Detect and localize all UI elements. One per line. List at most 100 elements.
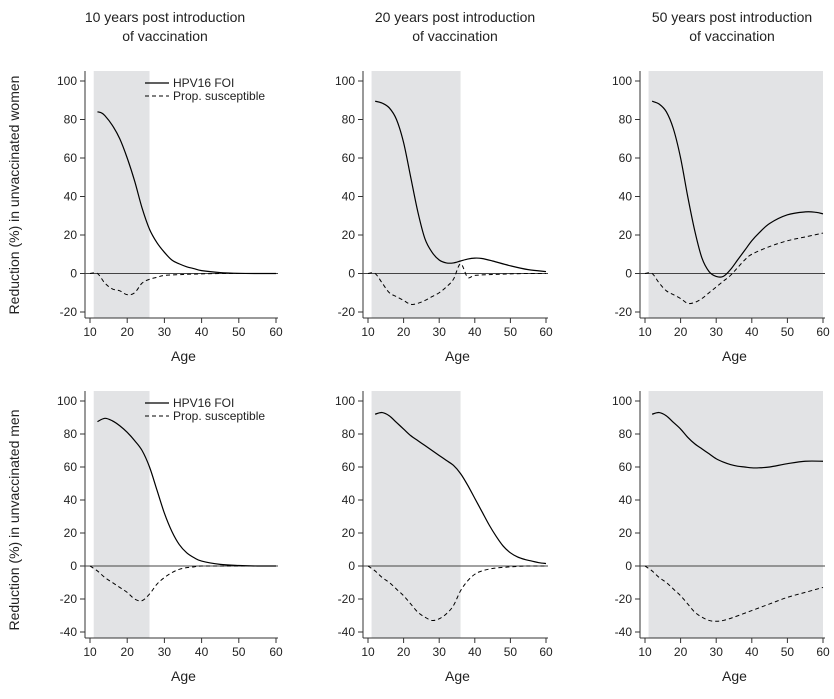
y-tick-label: 20: [342, 526, 356, 540]
x-tick-label: 20: [121, 645, 135, 659]
column-title-3-line1: 50 years post introduction: [652, 9, 812, 25]
x-tick-label: 20: [674, 645, 688, 659]
x-tick-label: 60: [816, 325, 830, 339]
x-tick-label: 30: [433, 325, 447, 339]
y-tick-label: 80: [619, 113, 633, 127]
y-tick-label: 100: [57, 394, 77, 408]
vaccinated-age-band: [93, 391, 150, 638]
x-tick-label: 60: [539, 325, 553, 339]
x-tick-label: 40: [745, 645, 759, 659]
x-tick-label: 40: [195, 325, 209, 339]
y-tick-label: -20: [615, 592, 633, 606]
series-line-prop-susceptible: [89, 272, 276, 296]
y-tick-label: 80: [64, 113, 78, 127]
series-line-hpv16-foi: [374, 100, 547, 273]
panel-men-10y: -40 -20 0 20 40 60 80 100 10 20 30 40 50 60 Age HPV16 F…: [57, 391, 283, 684]
y-tick-label: 0: [625, 267, 632, 281]
x-axis-label: Age: [171, 668, 196, 684]
series-line-prop-susceptible: [89, 565, 276, 602]
x-tick-label: 10: [361, 325, 375, 339]
y-tick-label: 60: [619, 151, 633, 165]
x-tick-label: 60: [269, 645, 283, 659]
y-tick-label: -20: [338, 305, 356, 319]
y-tick-label: 100: [612, 74, 632, 88]
series-line-prop-susceptible: [367, 565, 547, 622]
x-axis-label: Age: [722, 348, 747, 364]
series-line-hpv16-foi: [97, 111, 277, 275]
y-tick-label: 60: [64, 151, 78, 165]
x-tick-label: 10: [638, 325, 652, 339]
vaccinated-age-band: [648, 391, 823, 638]
x-tick-label: 50: [781, 325, 795, 339]
y-tick-label: 0: [625, 559, 632, 573]
legend-label-prop-susceptible: Prop. susceptible: [173, 409, 265, 423]
x-tick-label: 60: [539, 645, 553, 659]
x-tick-label: 10: [638, 645, 652, 659]
x-tick-label: 40: [468, 325, 482, 339]
x-tick-label: 60: [816, 645, 830, 659]
x-tick-label: 50: [232, 325, 246, 339]
y-tick-label: -20: [60, 592, 78, 606]
y-tick-label: 0: [348, 267, 355, 281]
y-tick-label: 60: [342, 460, 356, 474]
y-tick-label: 60: [64, 460, 78, 474]
y-tick-label: 40: [342, 190, 356, 204]
column-title-1-line2: of vaccination: [122, 28, 208, 44]
series-line-prop-susceptible: [644, 232, 824, 305]
x-tick-label: 10: [83, 645, 97, 659]
y-tick-label: 20: [619, 526, 633, 540]
y-tick-label: 20: [342, 228, 356, 242]
panel-women-20y: -20 0 20 40 60 80 100 10 20 30 40 50 60 Age: [335, 71, 553, 364]
x-tick-label: 50: [504, 325, 518, 339]
x-axis-label: Age: [171, 348, 196, 364]
column-title-2-line1: 20 years post introduction: [375, 9, 535, 25]
row-label-men: Reduction (%) in unvaccinated men: [6, 409, 22, 630]
legend-label-prop-susceptible: Prop. susceptible: [173, 89, 265, 103]
y-tick-label: 0: [348, 559, 355, 573]
y-tick-label: 0: [70, 559, 77, 573]
x-tick-label: 30: [433, 645, 447, 659]
x-tick-label: 20: [674, 325, 688, 339]
y-tick-label: 20: [64, 228, 78, 242]
panel-men-20y: -40 -20 0 20 40 60 80 100 10 20 30 40 50 60 Age: [335, 391, 553, 684]
y-tick-label: -20: [60, 305, 78, 319]
panel-women-10y: -20 0 20 40 60 80 100 10 20 30 40 50 60 Age HPV16 FOIP…: [57, 71, 283, 364]
x-tick-label: 50: [504, 645, 518, 659]
y-tick-label: -40: [615, 625, 633, 639]
x-tick-label: 10: [361, 645, 375, 659]
x-tick-label: 40: [195, 645, 209, 659]
row-label-women: Reduction (%) in unvaccinated women: [6, 76, 22, 315]
y-tick-label: 20: [64, 526, 78, 540]
x-tick-label: 10: [83, 325, 97, 339]
y-tick-label: 20: [619, 228, 633, 242]
y-tick-label: 60: [342, 151, 356, 165]
series-line-prop-susceptible: [367, 263, 547, 305]
series-line-hpv16-foi: [651, 100, 824, 278]
y-tick-label: 0: [70, 267, 77, 281]
y-tick-label: -20: [338, 592, 356, 606]
legend-label-hpv16-foi: HPV16 FOI: [173, 396, 234, 410]
y-tick-label: 100: [612, 394, 632, 408]
y-tick-label: -20: [615, 305, 633, 319]
vaccinated-age-band: [371, 71, 461, 318]
y-tick-label: 40: [64, 493, 78, 507]
column-title-1-line1: 10 years post introduction: [85, 9, 245, 25]
x-tick-label: 30: [158, 325, 172, 339]
y-tick-label: 80: [619, 427, 633, 441]
x-tick-label: 50: [232, 645, 246, 659]
x-axis-label: Age: [722, 668, 747, 684]
x-axis-label: Age: [445, 668, 470, 684]
series-line-hpv16-foi: [374, 411, 547, 565]
column-title-2-line2: of vaccination: [412, 28, 498, 44]
y-tick-label: 40: [342, 493, 356, 507]
y-tick-label: 40: [619, 493, 633, 507]
y-tick-label: 80: [342, 427, 356, 441]
y-tick-label: 80: [64, 427, 78, 441]
y-tick-label: 100: [57, 74, 77, 88]
vaccinated-age-band: [371, 391, 461, 638]
y-tick-label: 40: [619, 190, 633, 204]
